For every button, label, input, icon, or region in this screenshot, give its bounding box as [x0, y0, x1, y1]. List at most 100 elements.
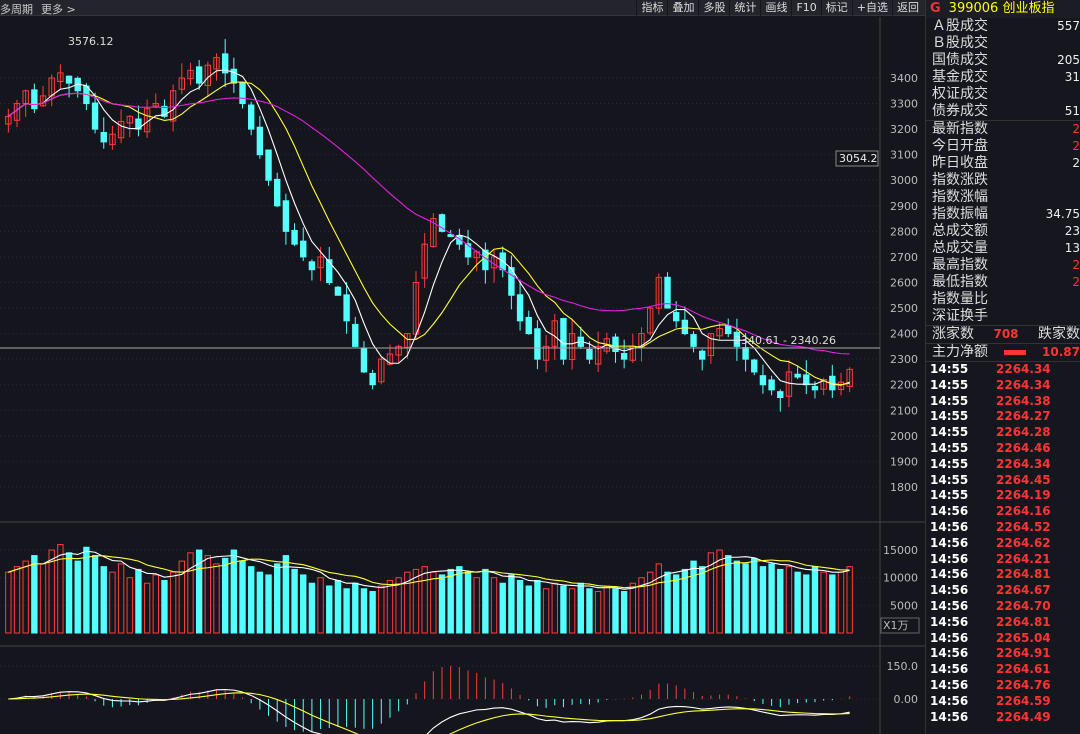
volume-bar	[646, 571, 654, 634]
tick-price: 2264.34	[996, 377, 1051, 392]
tick-row: 14:55 2264.27	[926, 409, 1080, 425]
volume-bar	[83, 546, 90, 634]
volume-bar	[57, 544, 64, 634]
candle-body	[343, 294, 350, 322]
cursor-price-box	[835, 150, 879, 167]
volume-bar	[143, 582, 151, 634]
candle-body	[360, 348, 368, 373]
stat-label: 深证换手	[932, 308, 988, 324]
volume-bar	[326, 585, 333, 634]
tick-row: 14:55 2264.28	[926, 425, 1080, 441]
volume-bar	[109, 571, 116, 634]
candle-body	[794, 373, 801, 378]
volume-bar	[777, 568, 784, 634]
tick-price: 2264.38	[996, 393, 1051, 408]
volume-bar	[473, 577, 480, 634]
volume-bar	[117, 563, 125, 634]
volume-bar	[308, 582, 316, 634]
volume-bar	[65, 552, 73, 634]
vol-ma5-line	[8, 550, 850, 590]
volume-bar	[733, 560, 741, 634]
candle-body	[733, 331, 741, 347]
stat-value: 2	[1072, 275, 1080, 289]
stat-label: 国债成交	[932, 52, 988, 68]
tick-time: 14:56	[930, 598, 969, 613]
candle-body	[768, 379, 775, 391]
price-tick: 2600	[890, 276, 918, 289]
tick-price: 2264.27	[996, 409, 1051, 424]
volume-bar	[39, 563, 47, 634]
tick-price: 2264.16	[996, 504, 1051, 519]
tick-time: 14:56	[930, 504, 969, 519]
candle-body	[655, 276, 663, 309]
volume-bar	[378, 585, 385, 634]
multi-period-button[interactable]: 多周期	[0, 3, 33, 16]
tick-row: 14:56 2264.67	[926, 583, 1080, 599]
toolbar-button[interactable]: 画线	[760, 0, 791, 16]
volume-bar	[126, 577, 133, 634]
stat-label: Ｂ股成交	[932, 35, 988, 51]
candle-body	[265, 149, 272, 181]
stat-value: 23	[1064, 224, 1080, 238]
tick-row: 14:56 2264.16	[926, 504, 1080, 520]
kline-chart[interactable]: 3400 3300 3200 3100 3000 2900 2800 2700 2600 2500…	[0, 17, 925, 734]
candle-body	[57, 72, 64, 82]
more-button[interactable]: 更多 >	[41, 3, 76, 16]
candle-body	[777, 391, 784, 399]
toolbar-button[interactable]: 多股	[698, 0, 729, 16]
candle-body	[274, 178, 281, 207]
tick-list[interactable]: 14:55 2264.34 14:55 2264.34 14:55 2264.38 14:5…	[926, 362, 1080, 725]
volume-bar	[447, 568, 454, 634]
ma30-line	[8, 92, 850, 355]
candle-body	[91, 102, 99, 130]
tick-time: 14:56	[930, 646, 969, 661]
candle-body	[230, 68, 238, 84]
toolbar-button[interactable]: 叠加	[667, 0, 698, 16]
toolbar-button[interactable]: +自选	[851, 0, 892, 16]
toolbar-button[interactable]: 统计	[729, 0, 760, 16]
tick-price: 2264.49	[996, 709, 1051, 724]
stat-label: Ａ股成交	[932, 18, 988, 34]
volume-bar	[664, 571, 671, 634]
tick-price: 2264.70	[996, 598, 1051, 613]
candle-body	[152, 103, 159, 107]
tick-price: 2264.45	[996, 472, 1051, 487]
candle-body	[195, 66, 203, 84]
stat-value: 31	[1064, 70, 1080, 84]
price-tick: 3300	[890, 98, 918, 111]
volume-bar	[681, 568, 689, 634]
toolbar-button[interactable]: 标记	[820, 0, 852, 16]
volume-bar	[265, 574, 272, 634]
candle-body	[751, 359, 758, 373]
tick-price: 2264.52	[996, 519, 1051, 534]
volume-tick: 15000	[883, 544, 918, 557]
tick-row: 14:56 2264.81	[926, 567, 1080, 583]
volume-bar	[525, 585, 532, 634]
dea-line	[8, 692, 850, 734]
candle-body	[664, 276, 671, 309]
toolbar-button[interactable]: F10	[791, 0, 820, 16]
stat-row: 债券成交 51	[926, 103, 1080, 120]
toolbar-button[interactable]: 返回	[892, 0, 923, 16]
tick-row: 14:56 2264.81	[926, 615, 1080, 631]
volume-bar	[560, 585, 567, 634]
candle-body	[317, 256, 324, 269]
stat-row: 权证成交	[926, 86, 1080, 103]
tick-time: 14:55	[930, 409, 969, 424]
stat-value: 34.75	[1045, 207, 1080, 221]
volume-bar	[699, 566, 706, 634]
stat-row: 今日开盘 2	[926, 138, 1080, 155]
tick-row: 14:56 2264.49	[926, 710, 1080, 726]
candle-body	[620, 352, 628, 360]
candle-body	[221, 53, 229, 74]
volume-bar	[803, 574, 810, 634]
volume-bar	[516, 579, 524, 634]
stat-row: 昨日收盘 2	[926, 155, 1080, 172]
candle-body	[742, 347, 749, 360]
candle-body	[178, 77, 185, 90]
tick-time: 14:55	[930, 440, 969, 455]
toolbar-button[interactable]: 指标	[636, 0, 667, 16]
stat-value: 13	[1064, 241, 1080, 255]
volume-bar	[490, 577, 498, 634]
macd-tick: 0.00	[894, 693, 919, 706]
